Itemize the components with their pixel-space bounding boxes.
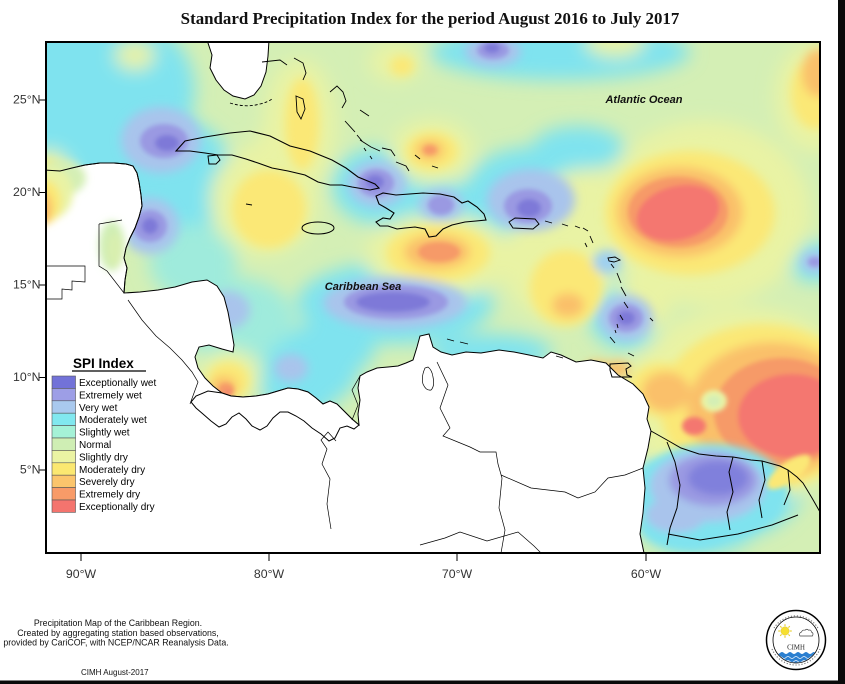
svg-text:90°W: 90°W [66,567,97,581]
svg-text:provided by CariCOF, with NCEP: provided by CariCOF, with NCEP/NCAR Rean… [3,638,228,648]
svg-text:Extremely wet: Extremely wet [79,390,142,401]
svg-text:80°W: 80°W [254,567,285,581]
svg-text:Slightly dry: Slightly dry [79,452,128,463]
svg-text:Precipitation Map of the Carib: Precipitation Map of the Caribbean Regio… [34,618,202,628]
svg-text:20°N: 20°N [13,185,40,199]
svg-text:15°N: 15°N [13,278,40,292]
svg-text:Normal: Normal [79,440,111,451]
svg-text:25°N: 25°N [13,93,40,107]
svg-text:5°N: 5°N [20,463,41,477]
svg-text:Very wet: Very wet [79,403,118,414]
svg-text:10°N: 10°N [13,370,40,384]
svg-text:Moderately dry: Moderately dry [79,465,145,476]
svg-text:Atlantic Ocean: Atlantic Ocean [604,94,682,106]
svg-text:60°W: 60°W [631,567,662,581]
svg-text:Slightly wet: Slightly wet [79,428,130,439]
svg-text:Created by aggregating station: Created by aggregating station based obs… [17,628,218,638]
svg-text:CIMH August-2017: CIMH August-2017 [81,668,149,677]
svg-text:Caribbean Sea: Caribbean Sea [325,281,401,293]
svg-text:Standard Precipitation Index f: Standard Precipitation Index for the per… [181,9,680,28]
svg-text:Exceptionally dry: Exceptionally dry [79,502,155,513]
svg-text:Exceptionally wet: Exceptionally wet [79,378,156,389]
svg-text:CIMH: CIMH [787,645,805,652]
svg-text:70°W: 70°W [442,567,473,581]
svg-text:Moderately wet: Moderately wet [79,415,147,426]
svg-text:SPI Index: SPI Index [73,356,134,371]
svg-text:Extremely dry: Extremely dry [79,490,140,501]
svg-text:Severely dry: Severely dry [79,477,135,488]
